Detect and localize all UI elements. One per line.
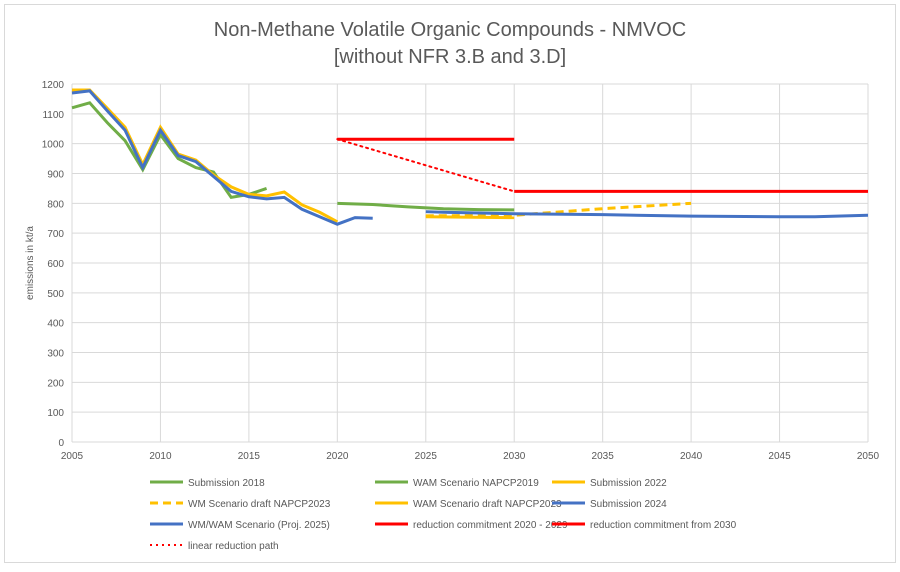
series-line-3 (425, 201, 692, 218)
chart-border (4, 4, 896, 563)
legend-label: reduction commitment 2020 - 2029 (413, 520, 568, 531)
y-tick-label: 200 (47, 378, 64, 389)
chart-title-line-2: [without NFR 3.B and 3.D] (334, 46, 566, 68)
x-tick-label: 2020 (326, 451, 349, 462)
y-tick-label: 900 (47, 170, 64, 181)
x-tick-label: 2050 (857, 451, 880, 462)
y-tick-label: 400 (47, 319, 64, 330)
y-tick-label: 1200 (42, 80, 65, 91)
y-tick-label: 500 (47, 289, 64, 300)
legend-label: WAM Scenario draft NAPCP2023 (413, 499, 562, 510)
legend-label: reduction commitment from 2030 (590, 520, 737, 531)
x-tick-label: 2030 (503, 451, 526, 462)
series-line-5 (71, 89, 373, 226)
x-tick-label: 2045 (768, 451, 791, 462)
x-tick-label: 2040 (680, 451, 703, 462)
y-axis-label: emissions in kt/a (25, 226, 36, 300)
x-tick-label: 2005 (61, 451, 84, 462)
series-line-9 (336, 138, 516, 193)
legend-label: Submission 2024 (590, 499, 667, 510)
legend-label: WM Scenario draft NAPCP2023 (188, 499, 331, 510)
legend-label: linear reduction path (188, 541, 279, 552)
series-line-4 (425, 215, 515, 220)
y-tick-label: 300 (47, 349, 64, 360)
x-tick-label: 2035 (592, 451, 615, 462)
series-line-0 (71, 101, 268, 200)
y-tick-label: 800 (47, 199, 64, 210)
chart-title-line-1: Non-Methane Volatile Organic Compounds -… (214, 19, 686, 41)
series-line-1 (337, 201, 515, 212)
y-tick-label: 600 (47, 259, 64, 270)
legend-label: Submission 2018 (188, 478, 265, 489)
y-tick-label: 1100 (42, 110, 64, 121)
y-tick-label: 1000 (42, 140, 65, 151)
y-tick-label: 100 (47, 408, 64, 419)
legend-label: WAM Scenario NAPCP2019 (413, 478, 539, 489)
y-tick-label: 0 (58, 438, 64, 449)
x-tick-label: 2015 (238, 451, 261, 462)
y-tick-label: 700 (47, 229, 64, 240)
x-tick-label: 2025 (415, 451, 438, 462)
legend-label: Submission 2022 (590, 478, 667, 489)
x-tick-label: 2010 (149, 451, 172, 462)
series-line-6 (425, 210, 869, 219)
legend-label: WM/WAM Scenario (Proj. 2025) (188, 520, 330, 531)
